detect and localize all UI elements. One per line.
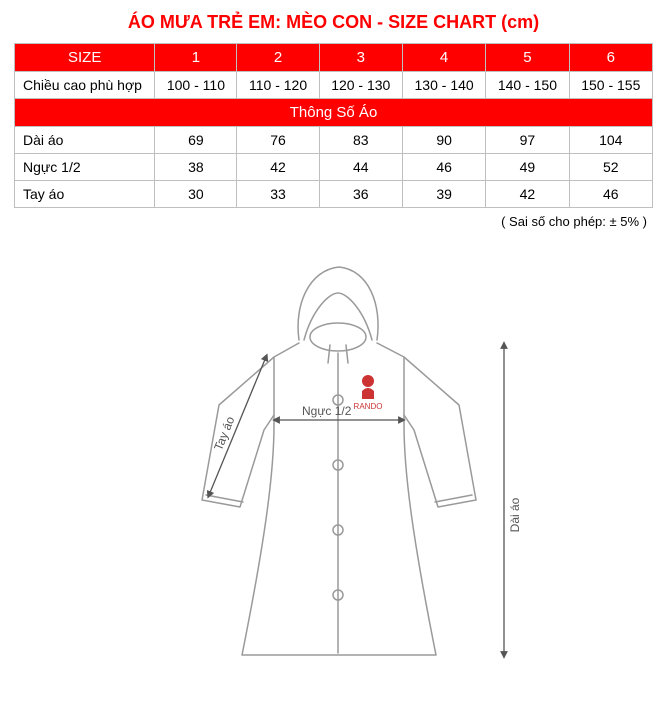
cell: 83: [319, 127, 402, 154]
cell: 130 - 140: [402, 72, 485, 99]
cell: 90: [402, 127, 485, 154]
cell: 33: [237, 181, 319, 208]
header-col: 6: [569, 44, 652, 72]
cell: 42: [486, 181, 569, 208]
logo-text: RANDO: [353, 402, 382, 411]
cell: 69: [155, 127, 237, 154]
cell: 100 - 110: [155, 72, 237, 99]
cell: 39: [402, 181, 485, 208]
row-label: Chiều cao phù hợp: [15, 72, 155, 99]
cell: 104: [569, 127, 652, 154]
header-col: 2: [237, 44, 319, 72]
label-nguc: Ngực 1/2: [302, 404, 352, 418]
header-col: 5: [486, 44, 569, 72]
height-row: Chiều cao phù hợp 100 - 110 110 - 120 12…: [15, 72, 653, 99]
header-col: 1: [155, 44, 237, 72]
header-row: SIZE 1 2 3 4 5 6: [15, 44, 653, 72]
header-col: 4: [402, 44, 485, 72]
cell: 44: [319, 154, 402, 181]
header-col: 3: [319, 44, 402, 72]
cell: 52: [569, 154, 652, 181]
table-row: Dài áo 69 76 83 90 97 104: [15, 127, 653, 154]
label-tay-ao: Tay áo: [211, 414, 237, 452]
cell: 120 - 130: [319, 72, 402, 99]
row-label: Dài áo: [15, 127, 155, 154]
cell: 140 - 150: [486, 72, 569, 99]
table-row: Ngực 1/2 38 42 44 46 49 52: [15, 154, 653, 181]
cell: 49: [486, 154, 569, 181]
chart-title: ÁO MƯA TRẺ EM: MÈO CON - SIZE CHART (cm): [14, 12, 653, 33]
cell: 97: [486, 127, 569, 154]
label-dai-ao: Dài áo: [508, 497, 522, 532]
cell: 110 - 120: [237, 72, 319, 99]
cell: 38: [155, 154, 237, 181]
footnote: ( Sai số cho phép: ± 5% ): [14, 214, 653, 229]
raincoat-diagram: RANDO Ngực 1/2 Dài áo Tay áo: [14, 245, 653, 685]
cell: 46: [569, 181, 652, 208]
header-size: SIZE: [15, 44, 155, 72]
row-label: Tay áo: [15, 181, 155, 208]
section-label: Thông Số Áo: [15, 99, 653, 127]
cell: 30: [155, 181, 237, 208]
cell: 76: [237, 127, 319, 154]
section-row: Thông Số Áo: [15, 99, 653, 127]
size-chart-table: SIZE 1 2 3 4 5 6 Chiều cao phù hợp 100 -…: [14, 43, 653, 208]
table-row: Tay áo 30 33 36 39 42 46: [15, 181, 653, 208]
cell: 36: [319, 181, 402, 208]
cell: 150 - 155: [569, 72, 652, 99]
cell: 46: [402, 154, 485, 181]
cell: 42: [237, 154, 319, 181]
row-label: Ngực 1/2: [15, 154, 155, 181]
